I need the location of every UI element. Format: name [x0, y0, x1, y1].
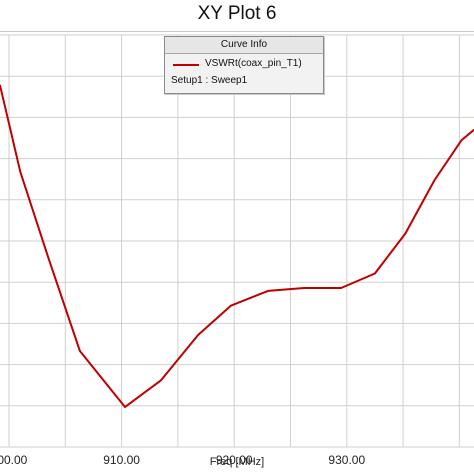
x-tick-label: 930.00: [328, 453, 365, 467]
legend-setup-label: Setup1 : Sweep1: [171, 75, 248, 86]
data-point: [47, 257, 50, 259]
data-point: [433, 179, 436, 181]
legend[interactable]: Curve Info VSWRt(coax_pin_T1) Setup1 : S…: [164, 36, 324, 94]
plot-area[interactable]: 900.00 910.00 920.00 930.00: [0, 34, 474, 467]
data-point: [230, 304, 232, 307]
legend-series-label: VSWRt(coax_pin_T1): [205, 58, 302, 69]
data-point: [460, 139, 463, 141]
data-point: [19, 170, 22, 173]
x-tick-label: 920.00: [216, 453, 253, 467]
legend-entry: VSWRt(coax_pin_T1): [165, 58, 323, 72]
x-tick-label: 910.00: [103, 453, 140, 467]
x-tick-label: 900.00: [0, 453, 28, 467]
data-point: [197, 334, 199, 336]
data-point: [374, 272, 376, 275]
plot-title: XY Plot 6: [197, 3, 277, 24]
data-point: [404, 232, 407, 235]
title-bar: XY Plot 6: [0, 0, 474, 32]
data-point: [340, 287, 342, 289]
series-line: [0, 85, 474, 408]
legend-header: Curve Info: [165, 37, 323, 54]
data-point: [267, 290, 269, 292]
legend-swatch: [173, 64, 199, 66]
data-point: [124, 406, 126, 408]
data-point: [0, 84, 1, 87]
chart-canvas: 900.00 910.00 920.00 930.00: [0, 34, 474, 467]
data-point: [160, 379, 162, 382]
data-point: [303, 287, 305, 289]
x-axis-label: Freq [MHz]: [209, 456, 265, 468]
data-point: [79, 350, 81, 352]
